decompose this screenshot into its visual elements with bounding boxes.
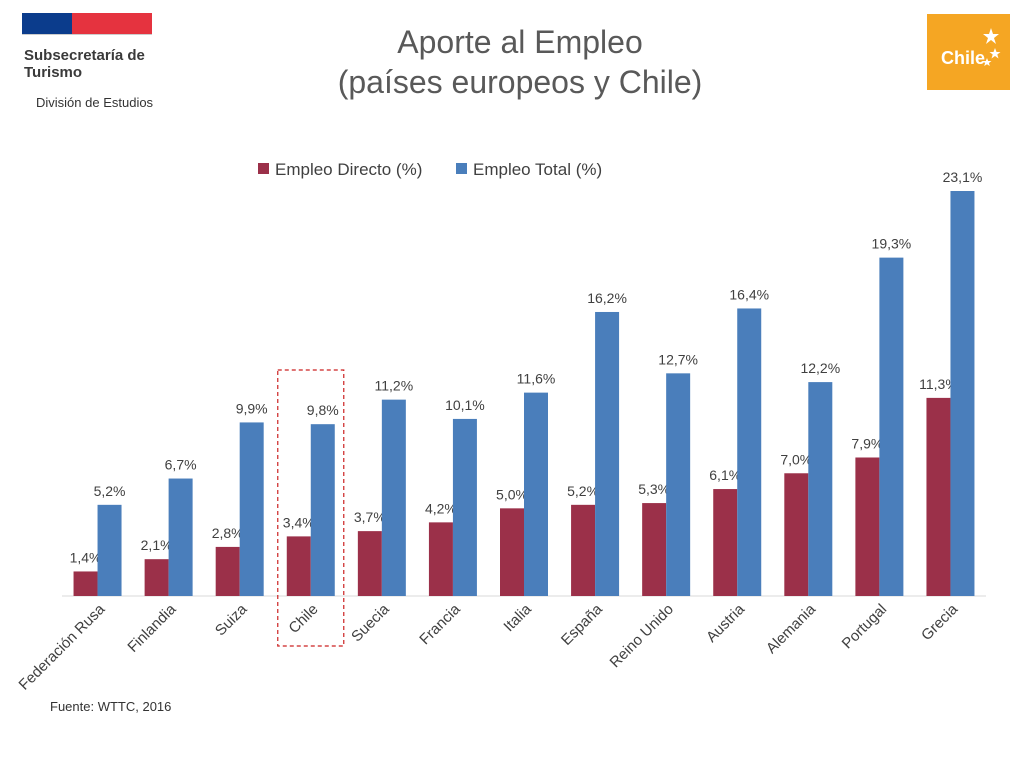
category-label: Finlandia xyxy=(124,600,180,656)
category-label: Portugal xyxy=(839,601,891,653)
category-label: Grecia xyxy=(918,600,962,644)
category-label: Chile xyxy=(285,601,321,637)
bar-total xyxy=(666,373,691,596)
bar-total xyxy=(452,418,477,596)
category-label: Austria xyxy=(703,600,748,645)
chart-title-line2: (países europeos y Chile) xyxy=(337,64,703,100)
data-label: 9,8% xyxy=(307,402,339,418)
bar-directo xyxy=(855,457,880,596)
bar-directo xyxy=(713,489,738,596)
bar-total xyxy=(97,504,122,596)
bar-directo xyxy=(215,546,240,596)
bar-directo xyxy=(286,536,311,596)
org-name: Subsecretaría de Turismo xyxy=(24,47,145,81)
bar-directo xyxy=(571,504,596,596)
bar-directo xyxy=(642,503,667,596)
data-label: 12,2% xyxy=(800,360,840,376)
data-label: 6,7% xyxy=(165,457,197,473)
bar-total xyxy=(595,311,620,596)
legend-swatch-1 xyxy=(456,163,467,174)
bar-directo xyxy=(144,559,169,596)
bar-total xyxy=(381,399,406,596)
data-label: 4,2% xyxy=(425,500,457,516)
data-label: 2,8% xyxy=(212,525,244,541)
data-label: 12,7% xyxy=(658,351,698,367)
division-label: División de Estudios xyxy=(36,95,154,110)
data-label: 16,2% xyxy=(587,290,627,306)
data-label: 5,2% xyxy=(94,483,126,499)
stars-icon xyxy=(982,28,1001,66)
category-label: Suiza xyxy=(212,600,251,639)
bar-total xyxy=(239,422,264,596)
bar-total xyxy=(950,191,975,596)
data-label: 19,3% xyxy=(872,236,912,252)
legend-label-0: Empleo Directo (%) xyxy=(275,160,422,179)
bar-total xyxy=(310,424,335,596)
government-flag-logo xyxy=(22,13,152,35)
category-label: Francia xyxy=(416,600,464,648)
bar-directo xyxy=(500,508,524,596)
bar-total xyxy=(808,382,833,596)
bar-total xyxy=(524,392,548,596)
data-label: 5,2% xyxy=(567,483,599,499)
data-label: 3,4% xyxy=(283,514,315,530)
bar-directo xyxy=(784,473,809,596)
chile-logo-text: Chile xyxy=(941,48,986,68)
category-label: Italia xyxy=(500,600,535,635)
data-label: 11,2% xyxy=(375,378,414,394)
data-label: 5,3% xyxy=(638,481,670,497)
category-label: Federación Rusa xyxy=(16,600,109,693)
data-label: 11,6% xyxy=(517,371,556,387)
data-label: 10,1% xyxy=(445,397,485,413)
data-label: 23,1% xyxy=(943,169,983,185)
category-label: España xyxy=(558,600,606,648)
data-label: 6,1% xyxy=(709,467,741,483)
bar-directo xyxy=(73,571,98,596)
legend-swatch-0 xyxy=(258,163,269,174)
category-label: Suecia xyxy=(348,600,393,645)
bar-total xyxy=(879,257,904,596)
category-label: Reino Unido xyxy=(607,601,677,671)
data-label: 5,0% xyxy=(496,486,528,502)
data-label: 2,1% xyxy=(141,537,173,553)
bar-directo xyxy=(926,397,951,596)
data-label: 11,3% xyxy=(919,376,958,392)
chart-title-line1: Aporte al Empleo xyxy=(397,24,643,60)
bar-directo xyxy=(428,522,453,596)
data-label: 1,4% xyxy=(70,549,102,565)
bar-total xyxy=(737,308,762,596)
data-label: 7,9% xyxy=(851,435,883,451)
chile-brand-logo: Chile xyxy=(927,14,1010,90)
data-label: 9,9% xyxy=(236,400,268,416)
category-label: Alemania xyxy=(763,600,820,657)
bar-directo xyxy=(357,531,382,596)
bar-total xyxy=(168,478,193,596)
legend-label-1: Empleo Total (%) xyxy=(473,160,602,179)
data-label: 7,0% xyxy=(780,451,812,467)
data-label: 3,7% xyxy=(354,509,386,525)
highlight-box-chile xyxy=(277,369,345,647)
data-label: 16,4% xyxy=(729,286,769,302)
source-note: Fuente: WTTC, 2016 xyxy=(50,699,172,714)
